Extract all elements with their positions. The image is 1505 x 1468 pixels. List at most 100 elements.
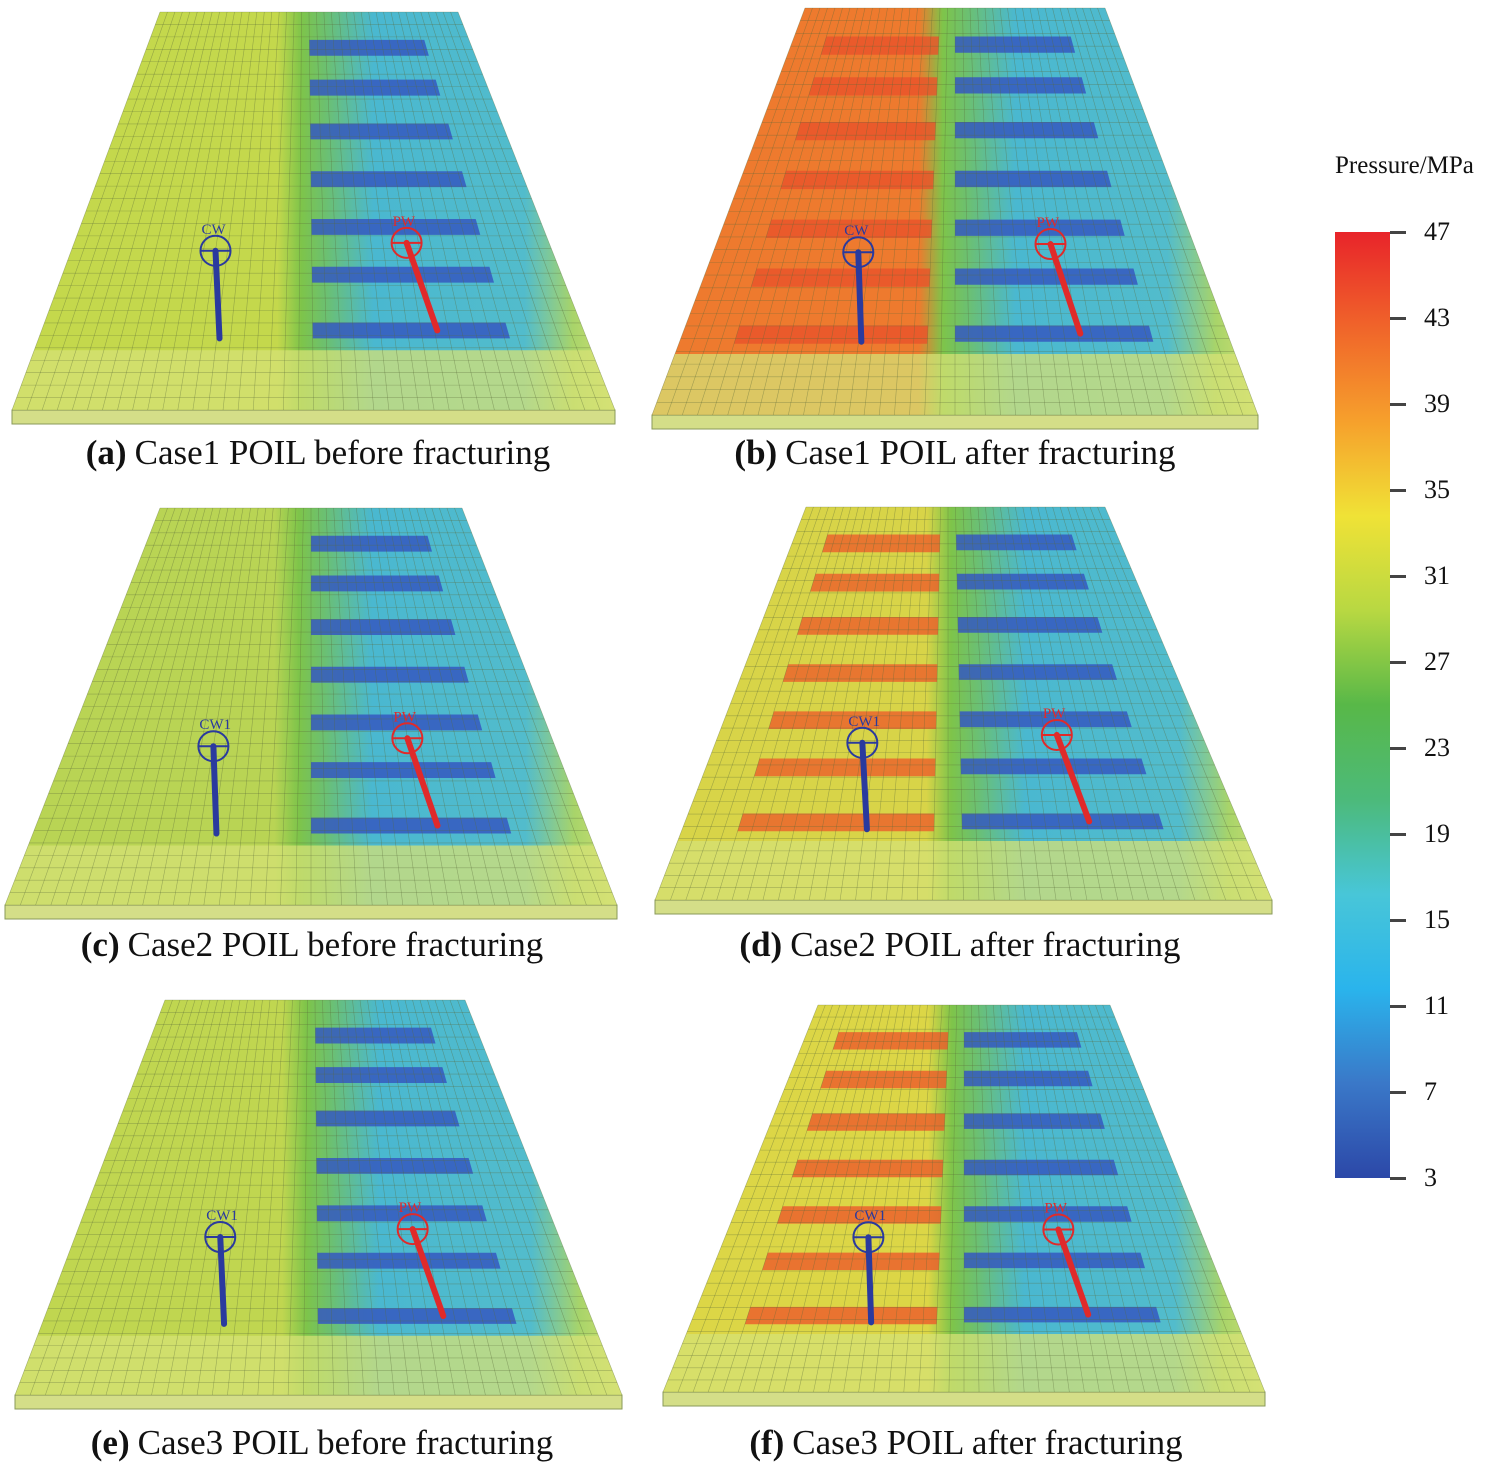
reservoir-top [5,508,617,905]
grid-line [747,506,852,901]
grid-line [111,507,214,906]
fracture-band-injector [734,325,929,344]
grid-line [389,999,471,1396]
grid-line [666,7,813,416]
grid-line [742,7,851,416]
grid-line [237,11,273,411]
panel-caption-text: Case3 POIL after fracturing [792,1423,1183,1462]
fracture-band-producer [315,1027,436,1044]
grid-line [393,507,480,906]
grid-line [363,507,419,906]
grid-line [894,7,926,416]
grid-line [416,507,526,906]
grid-line [1000,1004,1040,1393]
grid-line [90,999,203,1396]
fracture-band-injector [768,711,937,730]
grid-line [1080,1004,1206,1393]
injector-well-label: CW [202,222,227,238]
fracture-band-injector [765,219,933,238]
reservoir-top [663,1005,1265,1392]
panel-caption-text: Case2 POIL after fracturing [790,925,1181,964]
reservoir-margin [655,841,1272,900]
colorbar-tick [1390,489,1406,492]
grid-line [1044,7,1138,416]
grid-line [142,507,229,906]
fracture-band-producer [955,325,1154,342]
grid-line [700,506,829,901]
panel-caption-c: (c) Case2 POIL before fracturing [81,925,543,965]
grid-line [1014,7,1077,416]
grid-line [1015,506,1088,901]
grid-line [768,1004,870,1393]
grid-line [147,11,228,411]
colorbar-tick [1390,317,1406,320]
fracture-band-injector [751,268,931,287]
grid-line [1082,7,1213,416]
grid-line [962,506,980,901]
producer-well-label: PW [1044,1200,1067,1216]
grid-line [120,999,218,1396]
grid-line [449,999,592,1396]
fracture-band-producer [956,573,1089,590]
grid-line [14,999,166,1396]
injector-wellbore [210,743,220,837]
fracture-band-injector [797,617,939,635]
grid-line [283,11,295,411]
grid-line [331,11,360,411]
grid-line [203,507,259,906]
fracture-band-injector [780,170,934,190]
grid-line [1095,1004,1236,1393]
reservoir-margin [15,1335,622,1395]
colorbar-tick-label: 23 [1424,733,1450,762]
grid-line [177,11,243,411]
colorbar-tick-label: 15 [1424,905,1450,934]
grid-line [803,7,881,416]
injector-wellbore [217,1234,228,1327]
fracture-band-producer [964,1113,1105,1129]
grid-line [1029,506,1119,901]
fracture-band-injector [744,1306,938,1325]
grid-line [977,7,1001,416]
grid-line [96,507,206,906]
fracture-band-producer [958,664,1118,680]
fracture-band-producer [955,219,1125,236]
grid-line [442,11,586,411]
panel-caption-text: Case3 POIL before fracturing [137,1423,554,1462]
grid-line [353,11,405,411]
grid-line [1044,1004,1130,1393]
grid-line [1065,1004,1175,1393]
grid-line [962,7,971,416]
grid-line [412,999,517,1396]
grid-line [808,506,882,901]
colorbar-tick [1390,661,1406,664]
grid-line [833,7,896,416]
grid-line [1007,7,1062,416]
reservoir-side [11,409,616,425]
reservoir-top [15,1000,622,1395]
grid-line [762,506,859,901]
colorbar [1335,232,1390,1178]
reservoir-margin [12,350,615,410]
grid-line [117,11,213,411]
grid-line [697,7,828,416]
reservoir-top [652,8,1258,415]
grid-line [818,7,888,416]
grid-line [1073,1004,1191,1393]
grid-line [337,999,365,1396]
panel-caption-b: (b) Case1 POIL after fracturing [734,433,1175,473]
grid-line [298,11,302,411]
grid-line [1087,1004,1221,1393]
colorbar-tick [1390,747,1406,750]
producer-well-label: PW [393,709,416,725]
reservoir-side [4,904,618,920]
grid-line [999,7,1047,416]
grid-line [1036,1004,1115,1393]
grid-line [60,999,188,1396]
grid-line [222,11,265,411]
grid-line [329,999,350,1396]
grid-line [798,1004,884,1393]
fracture-band-injector [822,534,940,553]
fracture-band-producer [315,1110,460,1127]
grid-line [903,1004,936,1393]
grid-line [450,11,601,411]
